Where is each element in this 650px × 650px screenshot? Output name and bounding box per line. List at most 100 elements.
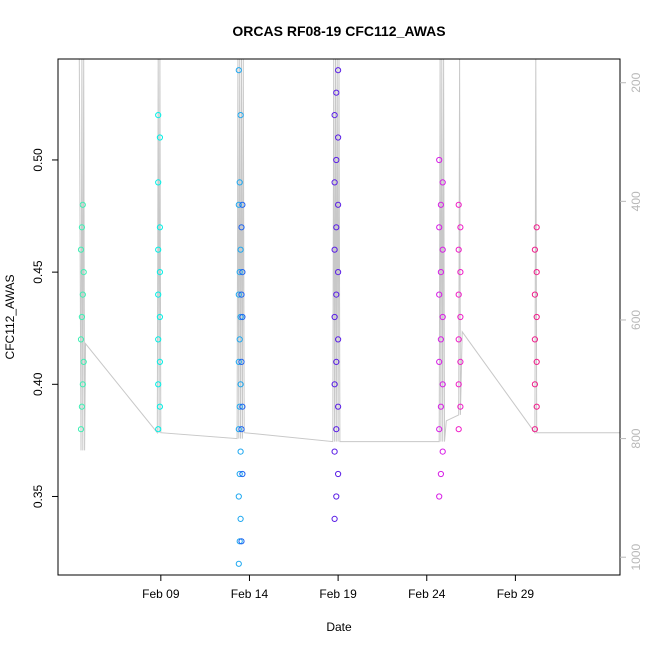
data-point (235, 291, 242, 298)
data-point (79, 291, 86, 298)
data-point (533, 269, 540, 276)
data-point (156, 403, 163, 410)
data-point (155, 246, 162, 253)
data-point (156, 269, 163, 276)
data-point (78, 403, 86, 410)
data-point (237, 313, 244, 321)
data-point (531, 381, 539, 388)
data-point (455, 336, 462, 343)
data-point (235, 426, 242, 433)
data-points-layer (77, 67, 540, 567)
data-point (236, 403, 243, 410)
data-point (531, 336, 539, 343)
data-point (237, 381, 244, 388)
data-point (437, 403, 444, 410)
x-tick-label: Feb 19 (319, 587, 357, 601)
data-point (77, 246, 85, 253)
data-point (439, 313, 446, 321)
data-point (236, 179, 243, 186)
data-point (331, 515, 338, 523)
data-point (531, 426, 539, 433)
data-point (77, 426, 85, 433)
data-point (156, 313, 163, 321)
data-point (331, 448, 338, 455)
data-point (533, 224, 540, 231)
data-point (331, 112, 338, 119)
data-point (239, 470, 246, 478)
data-point (333, 358, 340, 365)
data-point (237, 112, 244, 119)
y-tick-label: 0.45 (31, 260, 45, 284)
data-point (439, 448, 446, 455)
data-point (238, 538, 245, 545)
data-point (235, 358, 242, 365)
y-axis: 0.35 0.40 0.45 0.50 (31, 148, 58, 508)
right-tick-label: 600 (629, 310, 643, 330)
data-point (335, 67, 342, 74)
data-point (238, 291, 245, 298)
data-point (239, 403, 246, 410)
data-point (333, 224, 340, 231)
data-point (533, 358, 540, 365)
data-point (457, 358, 464, 365)
data-point (333, 493, 340, 500)
data-point (455, 246, 462, 253)
data-point (335, 269, 342, 276)
data-point (79, 381, 86, 388)
data-point (80, 269, 87, 276)
data-point (455, 426, 462, 433)
data-point (156, 358, 163, 365)
data-point (331, 246, 338, 253)
data-point (457, 224, 464, 231)
right-tick-label: 800 (629, 428, 643, 448)
data-point (239, 269, 246, 276)
data-point (455, 201, 462, 208)
data-point (437, 470, 444, 478)
data-point (155, 179, 162, 186)
right-tick-label: 200 (629, 72, 643, 92)
data-point (457, 269, 464, 276)
y-tick-label: 0.40 (31, 372, 45, 396)
data-point (436, 358, 443, 365)
data-point (331, 313, 338, 321)
data-point (439, 246, 446, 253)
data-point (238, 426, 245, 433)
data-point (239, 313, 246, 321)
data-point (80, 358, 87, 365)
data-point (439, 381, 446, 388)
data-point (155, 381, 162, 388)
data-point (235, 67, 242, 74)
data-point (457, 313, 464, 321)
data-point (436, 493, 443, 500)
data-point (78, 313, 86, 321)
data-point (331, 179, 338, 186)
data-point (333, 89, 340, 96)
data-point (439, 179, 446, 186)
data-point (156, 224, 163, 231)
data-point (239, 201, 246, 208)
plot-frame (57, 58, 621, 576)
x-tick-label: Feb 29 (497, 587, 535, 601)
data-point (457, 403, 464, 410)
data-point (333, 156, 340, 164)
data-point (236, 470, 243, 478)
data-point (237, 448, 244, 455)
data-point (335, 134, 342, 141)
right-tick-label: 1000 (629, 544, 643, 571)
data-point (437, 336, 444, 343)
data-point (335, 403, 342, 410)
data-point (533, 403, 540, 410)
x-tick-label: Feb 24 (408, 587, 446, 601)
data-point (455, 291, 462, 298)
data-point (437, 201, 444, 208)
pressure-trace-layer (58, 58, 620, 451)
data-point (533, 313, 540, 321)
right-axis: 200 400 600 800 1000 (620, 72, 643, 571)
data-point (77, 336, 85, 343)
data-point (436, 291, 443, 298)
data-point (155, 112, 162, 119)
x-tick-label: Feb 14 (231, 587, 269, 601)
data-point (235, 560, 242, 567)
data-point (531, 246, 539, 253)
y-tick-label: 0.35 (31, 484, 45, 508)
